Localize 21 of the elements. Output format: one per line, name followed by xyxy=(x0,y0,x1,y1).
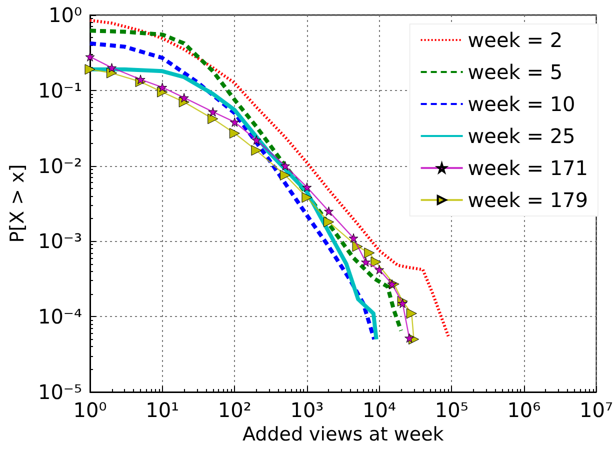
x-tick-label: 10⁷ xyxy=(580,398,613,422)
legend-label: week = 5 xyxy=(468,60,563,84)
legend-label: week = 179 xyxy=(468,188,588,212)
legend-label: week = 25 xyxy=(468,124,576,148)
legend-label: week = 10 xyxy=(468,92,576,116)
x-tick-label: 10⁶ xyxy=(507,398,541,422)
y-tick-label: 10⁻³ xyxy=(38,229,82,254)
x-tick-label: 10⁵ xyxy=(434,398,468,422)
legend-label: week = 2 xyxy=(468,28,563,52)
y-tick-label: 10⁻¹ xyxy=(38,78,82,102)
x-tick-label: 10⁰ xyxy=(73,398,107,422)
x-tick-label: 10³ xyxy=(290,398,324,422)
y-tick-label: 10⁻⁴ xyxy=(38,304,82,329)
x-tick-label: 10² xyxy=(218,398,252,422)
y-axis-title: P[X > x] xyxy=(6,164,29,243)
legend-label: week = 171 xyxy=(468,156,588,180)
x-tick-label: 10¹ xyxy=(146,398,180,422)
y-tick-label: 10⁰ xyxy=(48,3,82,27)
x-axis-title: Added views at week xyxy=(242,423,444,446)
y-tick-label: 10⁻² xyxy=(38,154,82,178)
x-tick-label: 10⁴ xyxy=(362,398,396,422)
